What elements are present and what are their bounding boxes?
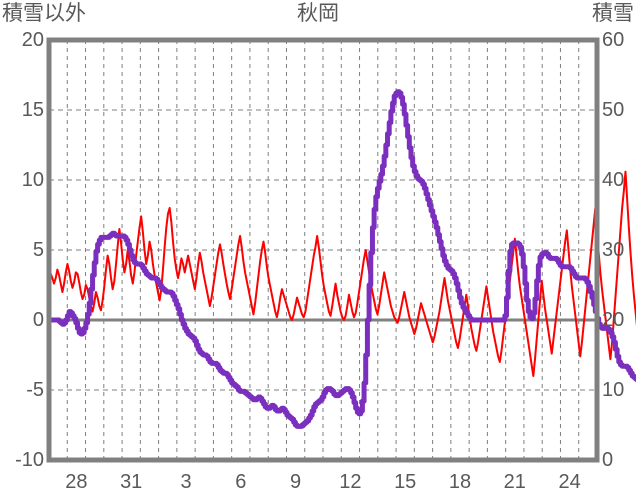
series-line-snow	[46, 89, 636, 429]
left-axis-tick-label: 10	[21, 169, 44, 191]
x-axis-tick-label: 24	[558, 471, 581, 493]
x-axis-tick-label: 31	[120, 471, 143, 493]
x-axis-tick-label: 21	[503, 471, 526, 493]
x-axis-tick-label: 18	[448, 471, 472, 493]
x-axis-tick-label: 12	[339, 471, 362, 493]
left-axis-tick-label: -10	[15, 449, 44, 471]
left-axis-tick-label: 5	[32, 239, 44, 261]
left-axis-tick-label: 0	[32, 309, 44, 331]
right-axis-tick-label: 60	[602, 29, 625, 51]
left-axis-tick-label: -5	[26, 379, 44, 401]
right-axis-tick-label: 50	[602, 99, 625, 121]
x-axis-tick-label: 28	[65, 471, 88, 493]
right-axis-tick-label: 0	[602, 449, 614, 471]
right-axis-title: 積雪	[592, 2, 634, 25]
horizontal-gridlines	[49, 109, 597, 391]
right-axis-tick-label: 30	[602, 239, 625, 261]
left-axis-title: 積雪以外	[2, 2, 86, 25]
right-axis-tick-label: 10	[602, 379, 625, 401]
x-axis-tick-label: 6	[235, 471, 247, 493]
plot-frame	[46, 37, 600, 463]
chart-title: 秋岡	[297, 2, 339, 25]
right-axis-tick-label: 40	[602, 169, 625, 191]
x-axis-tick-label: 15	[394, 471, 417, 493]
right-axis-tick-label: 20	[602, 309, 625, 331]
left-axis-tick-label: 20	[21, 29, 44, 51]
series-line-other	[48, 170, 636, 377]
x-axis-tick-label: 9	[290, 471, 302, 493]
x-axis-tick-label: 3	[180, 471, 192, 493]
left-axis-tick-label: 15	[21, 99, 44, 121]
